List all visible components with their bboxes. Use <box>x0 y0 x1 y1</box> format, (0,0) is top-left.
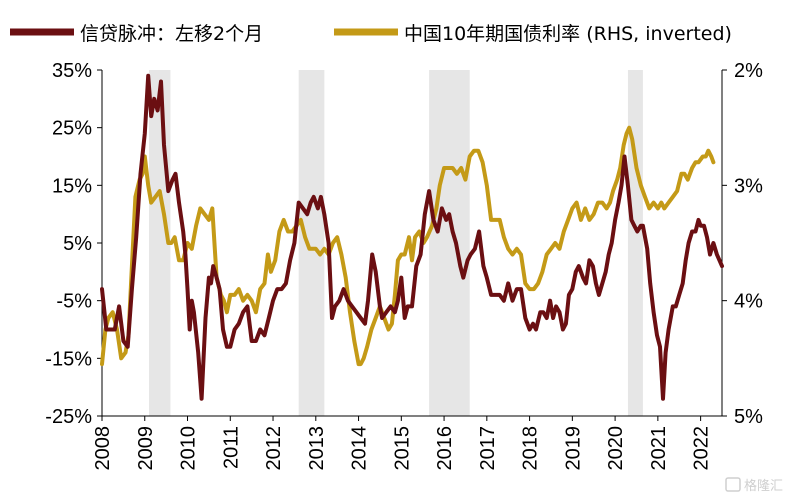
watermark: 格隆汇 <box>725 477 783 494</box>
legend-label-bond-yield: 中国10年期国债利率 (RHS, inverted) <box>404 23 732 45</box>
shaded-period-3 <box>627 70 643 416</box>
legend-label-credit-impulse: 信贷脉冲：左移2个月 <box>80 23 263 45</box>
x-tick-label: 2014 <box>349 426 371 471</box>
x-tick-label: 2011 <box>220 426 242 469</box>
x-tick-label: 2012 <box>263 426 285 471</box>
x-tick-label: 2022 <box>691 426 713 471</box>
y-left-tick-label: 25% <box>52 118 92 140</box>
x-tick-label: 2015 <box>391 426 413 471</box>
y-left-tick-label: 5% <box>63 233 92 255</box>
x-tick-label: 2017 <box>477 426 499 471</box>
x-tick-label: 2016 <box>434 426 456 471</box>
series-line-credit-impulse <box>100 73 724 401</box>
x-tick-label: 2020 <box>605 426 627 471</box>
axes: 35% 25% 15% 5% -5% -15% -25% 2% 3% 4% 5% 2008 2009 20… <box>45 60 763 471</box>
y-right-tick-label: 4% <box>734 291 763 313</box>
recession-shading-group <box>149 70 643 416</box>
x-tick-label: 2008 <box>92 426 114 471</box>
y-left-tick-label: 15% <box>52 175 92 197</box>
shaded-period-1 <box>298 70 325 416</box>
x-tick-label: 2019 <box>562 426 584 471</box>
y-left-tick-label: -15% <box>45 348 92 370</box>
series-line-bond-yield <box>100 125 716 367</box>
y-right-tick-label: 5% <box>734 406 763 428</box>
x-tick-label: 2021 <box>648 426 670 471</box>
series-lines <box>100 73 724 401</box>
y-left-tick-label: -5% <box>56 291 92 313</box>
y-left-tick-label: 35% <box>52 60 92 82</box>
y-left-tick-label: -25% <box>45 406 92 428</box>
x-tick-label: 2013 <box>306 426 328 471</box>
watermark-text: 格隆汇 <box>744 478 783 494</box>
watermark-logo-icon <box>725 477 741 492</box>
y-right-tick-label: 2% <box>734 60 763 82</box>
y-right-tick-label: 3% <box>734 175 763 197</box>
legend: 信贷脉冲：左移2个月 中国10年期国债利率 (RHS, inverted) <box>10 23 732 45</box>
x-tick-label: 2009 <box>135 426 157 471</box>
shaded-period-2 <box>429 70 470 416</box>
x-tick-label: 2010 <box>178 426 200 471</box>
x-tick-label: 2018 <box>520 426 542 471</box>
